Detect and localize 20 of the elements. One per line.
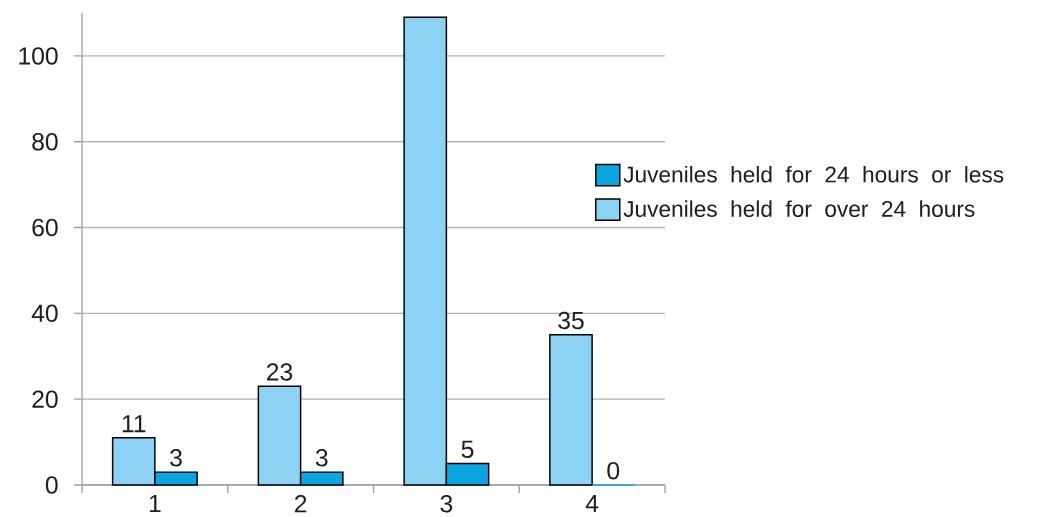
y-tick-label: 60 — [32, 218, 58, 237]
data-label: 5 — [461, 440, 474, 458]
bar — [549, 334, 593, 486]
y-tick-label: 20 — [32, 390, 58, 408]
y-tick-label: 0 — [45, 476, 58, 494]
legend-label: Juveniles held for over 24 hours — [623, 200, 975, 218]
x-tick-label: 2 — [295, 495, 307, 513]
x-tick-label: 3 — [440, 495, 453, 513]
data-label: 3 — [170, 449, 182, 467]
data-label: 23 — [267, 363, 293, 381]
y-tick-label: 100 — [19, 47, 58, 65]
legend-label: Juveniles held for 24 hours or less — [623, 165, 1004, 183]
data-label: 35 — [558, 311, 584, 330]
data-label: 11 — [122, 415, 146, 433]
data-label: 0 — [607, 461, 620, 480]
x-tick-label: 1 — [149, 495, 161, 512]
y-tick-label: 80 — [32, 132, 58, 151]
y-tick-label: 40 — [31, 304, 58, 323]
x-tick-label: 4 — [585, 495, 599, 512]
data-label: 3 — [315, 449, 328, 467]
